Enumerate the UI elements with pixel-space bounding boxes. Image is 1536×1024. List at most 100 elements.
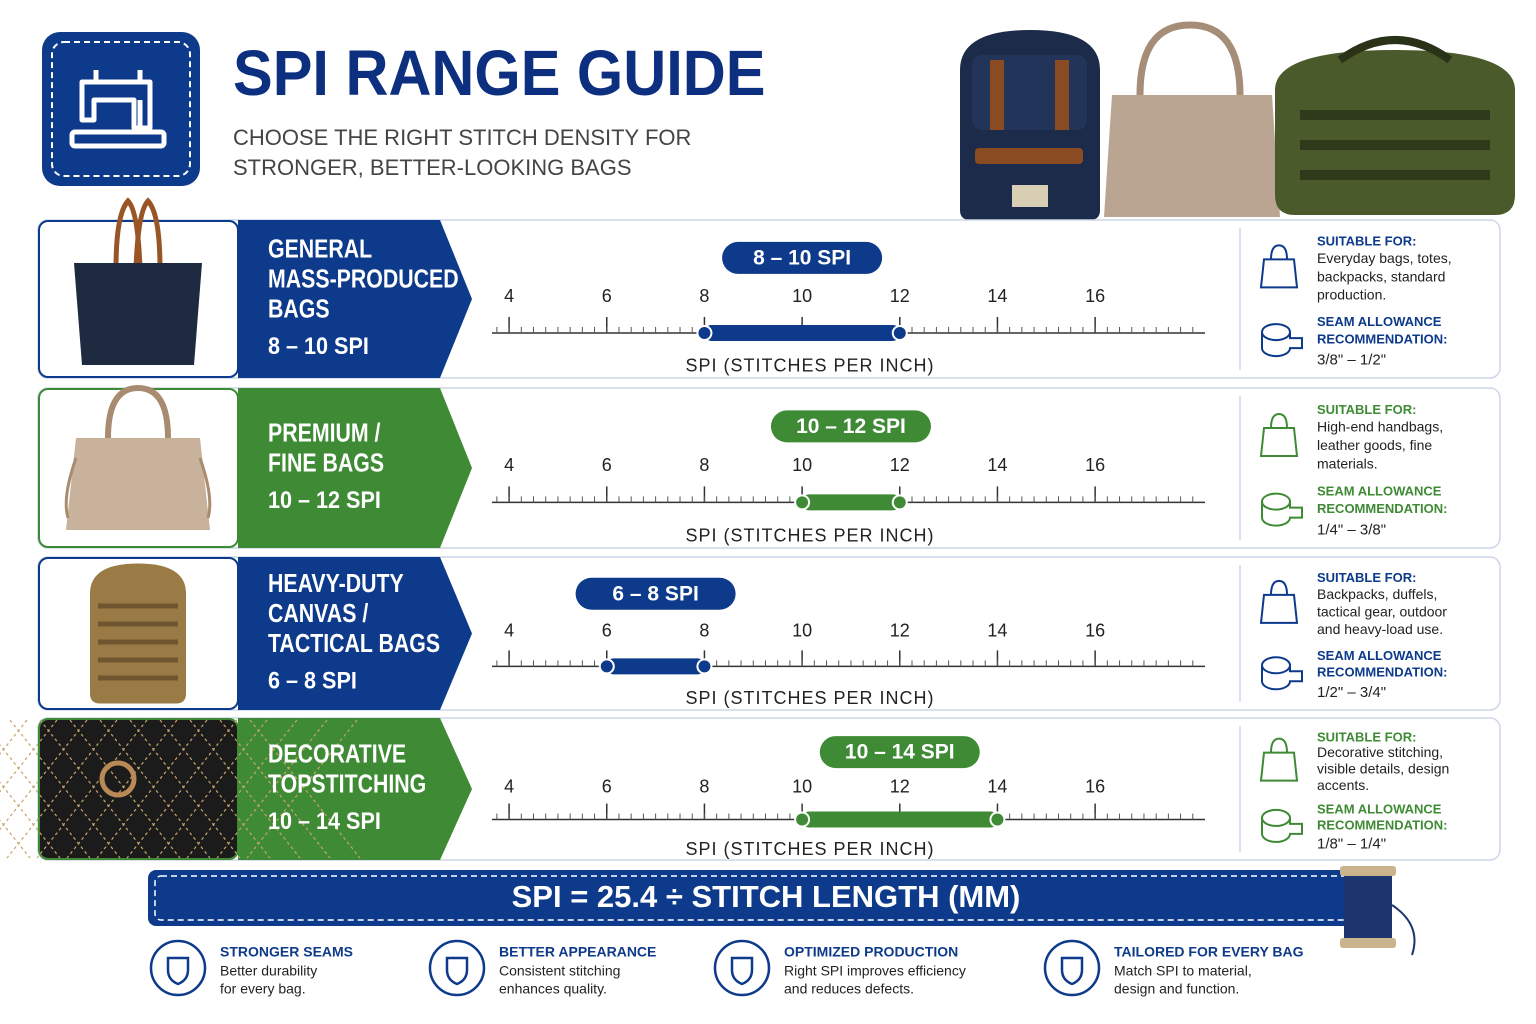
benefit-text: Better durability — [220, 963, 317, 979]
category-title: MASS-PRODUCED — [268, 264, 459, 294]
spi-range-bar — [704, 324, 900, 341]
benefit-icon — [149, 939, 207, 997]
tote-handle — [113, 197, 163, 270]
bag-photo — [64, 384, 212, 530]
benefit: BETTER APPEARANCE Consistent stitching enh… — [428, 939, 656, 997]
ruler-tick-label: 4 — [504, 455, 514, 475]
range-badge-label: 10 – 12 SPI — [796, 415, 906, 438]
bag-icon — [1259, 244, 1299, 289]
ruler-tick-label: 10 — [792, 286, 812, 306]
seam-heading: RECOMMENDATION: — [1317, 501, 1447, 516]
category-title: HEAVY-DUTY — [268, 569, 404, 599]
category-title: DECORATIVE — [268, 739, 406, 769]
category-spi: 10 – 12 SPI — [268, 486, 381, 513]
benefit-glyph — [445, 956, 469, 986]
ruler-tick-label: 8 — [699, 776, 709, 796]
suitable-text: tactical gear, outdoor — [1317, 604, 1447, 620]
suitable-text: leather goods, fine — [1317, 437, 1432, 453]
range-start-dot — [794, 494, 811, 511]
suitable-text: and heavy-load use. — [1317, 621, 1443, 637]
range-badge — [819, 736, 980, 769]
seam-heading: SEAM ALLOWANCE — [1317, 802, 1442, 817]
range-end-dot — [989, 811, 1006, 828]
range-start-dot — [696, 324, 713, 341]
ruler-tick-label: 10 — [792, 455, 812, 475]
benefit-title: STRONGER SEAMS — [220, 944, 353, 960]
spi-row: PREMIUM /FINE BAGS 10 – 12 SPI 4 6 8 10 12 14 16… — [37, 384, 1501, 549]
axis-label: SPI (STITCHES PER INCH) — [685, 839, 934, 859]
benefits: STRONGER SEAMS Better durability for every… — [149, 939, 1304, 997]
benefit-icon — [713, 939, 771, 997]
category-title: CANVAS / — [268, 599, 369, 629]
range-badge-label: 6 – 8 SPI — [612, 582, 698, 605]
ruler-tick-label: 12 — [890, 286, 910, 306]
bag-photo — [90, 563, 186, 704]
handbag-strap — [64, 457, 212, 519]
bag-photo — [74, 197, 202, 365]
category-title: FINE BAGS — [268, 448, 384, 478]
ruler-tick-label: 8 — [699, 621, 709, 641]
ruler-tick-label: 6 — [602, 621, 612, 641]
ruler-tick-label: 12 — [890, 621, 910, 641]
ruler-tick-label: 4 — [504, 776, 514, 796]
suitable-text: Backpacks, duffels, — [1317, 586, 1437, 602]
suitable-text: Everyday bags, totes, — [1317, 250, 1452, 266]
range-end-dot — [696, 658, 713, 675]
tape-icon — [1261, 323, 1303, 358]
category-spi: 6 – 8 SPI — [268, 666, 357, 693]
ruler-tick-label: 14 — [987, 621, 1007, 641]
seam-value: 1/4" – 3/8" — [1317, 521, 1386, 538]
category-title: BAGS — [268, 294, 330, 324]
range-badge-label: 10 – 14 SPI — [845, 741, 955, 764]
axis-label: SPI (STITCHES PER INCH) — [685, 688, 934, 708]
thread-spool — [1340, 866, 1416, 956]
range-badge — [722, 241, 883, 274]
seam-heading: SEAM ALLOWANCE — [1317, 314, 1442, 329]
benefit-text: for every bag. — [220, 981, 306, 997]
axis-label: SPI (STITCHES PER INCH) — [685, 526, 934, 546]
range-badge — [575, 577, 736, 610]
tape-icon — [1261, 656, 1303, 691]
benefit-text: enhances quality. — [499, 981, 607, 997]
spi-range-bar — [606, 658, 705, 675]
molle-strap — [98, 621, 178, 627]
ruler-tick-label: 6 — [602, 455, 612, 475]
suitable-heading: SUITABLE FOR: — [1317, 234, 1416, 249]
benefit-glyph — [166, 956, 190, 986]
seam-heading: SEAM ALLOWANCE — [1317, 483, 1442, 498]
suitable-text: visible details, design — [1317, 761, 1449, 777]
range-end-dot — [891, 324, 908, 341]
range-start-dot — [794, 811, 811, 828]
ruler-tick-label: 16 — [1085, 286, 1105, 306]
benefit: TAILORED FOR EVERY BAG Match SPI to mater… — [1043, 939, 1304, 997]
formula-banner — [148, 866, 1416, 956]
suitable-text: production. — [1317, 287, 1386, 303]
ruler-tick-label: 6 — [602, 286, 612, 306]
tape-icon — [1261, 808, 1303, 843]
range-badge-label: 8 – 10 SPI — [753, 246, 851, 269]
handbag-body — [66, 438, 210, 530]
benefit-text: Match SPI to material, — [1114, 963, 1252, 979]
ruler-tick-label: 12 — [890, 776, 910, 796]
ruler-tick-label: 10 — [792, 621, 812, 641]
ruler-tick-label: 4 — [504, 286, 514, 306]
seam-heading: SEAM ALLOWANCE — [1317, 648, 1442, 663]
bag-icon — [1259, 737, 1299, 782]
ruler-tick-label: 16 — [1085, 455, 1105, 475]
suitable-heading: SUITABLE FOR: — [1317, 402, 1416, 417]
category-title: PREMIUM / — [268, 418, 381, 448]
benefit-title: BETTER APPEARANCE — [499, 944, 656, 960]
category-band — [238, 388, 472, 548]
ruler-tick-label: 6 — [602, 776, 612, 796]
axis-label: SPI (STITCHES PER INCH) — [685, 356, 934, 376]
ruler-tick-label: 8 — [699, 455, 709, 475]
category-title: GENERAL — [268, 234, 372, 264]
molle-strap — [98, 675, 178, 681]
buckle — [99, 760, 137, 798]
molle-strap — [98, 603, 178, 609]
bags-illustration — [960, 21, 1515, 220]
backpack-body — [90, 563, 186, 704]
